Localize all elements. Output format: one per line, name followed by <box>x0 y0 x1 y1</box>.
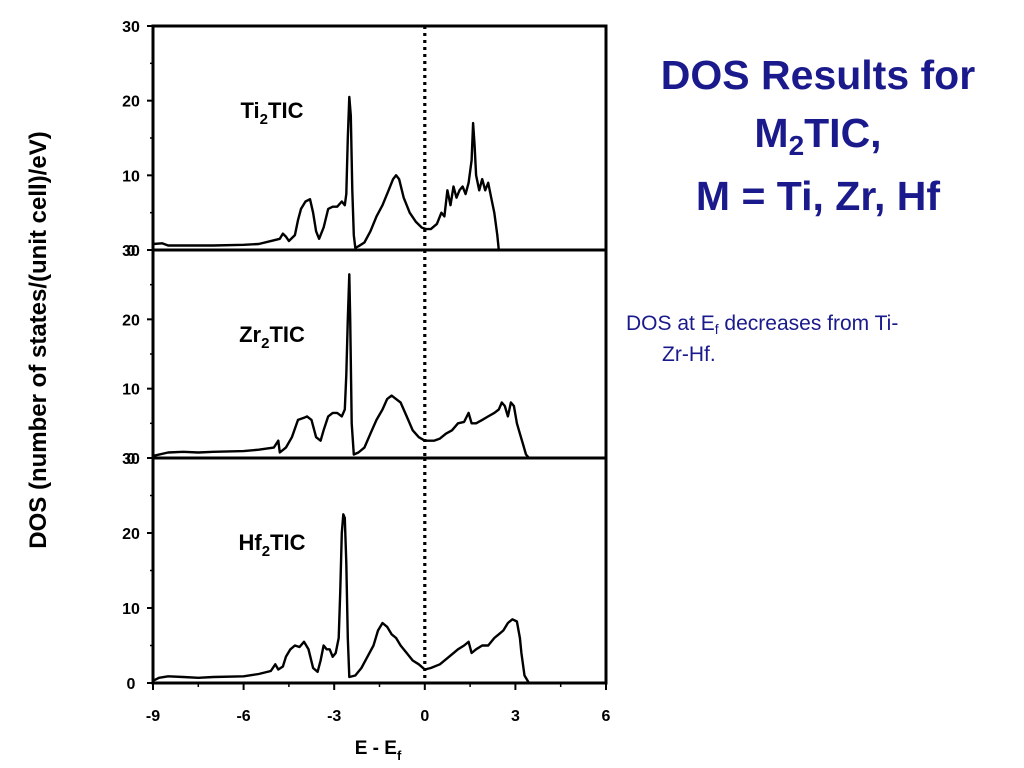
dos-curve-Ti2TIC <box>152 95 500 251</box>
y-tick-label: 20 <box>122 526 140 543</box>
bullet-continuation: Zr-Hf. <box>662 343 716 366</box>
x-tick-label: -9 <box>146 708 160 725</box>
y-tick-label: 10 <box>122 168 140 185</box>
y-tick-label: 30 <box>122 451 140 468</box>
y-tick-label: 10 <box>122 382 140 399</box>
x-axis: -9 -6 -3 0 3 6 <box>146 683 611 725</box>
panel-frame <box>151 24 608 252</box>
bullet-sub: f <box>714 321 719 337</box>
panel-Ti2TIC: 0 10 20 30 Ti2TIC <box>122 19 608 260</box>
y-tick-label: 0 <box>127 451 136 468</box>
series-label-main: Hf <box>238 530 262 555</box>
panel-frame <box>151 456 608 685</box>
x-tick-label: -6 <box>236 708 250 725</box>
y-tick-label: 20 <box>122 94 140 111</box>
series-label-main: Ti <box>241 98 260 123</box>
x-tick-label: -3 <box>327 708 341 725</box>
x-axis-label: E - Ef <box>355 738 402 763</box>
bullet-rest: decreases from Ti- <box>718 312 899 335</box>
series-label-Zr2TIC: Zr2TIC <box>239 322 305 352</box>
series-label-sub: 2 <box>261 335 269 352</box>
y-tick-label: 30 <box>122 243 140 260</box>
series-label-sub: 2 <box>262 543 270 560</box>
dos-curve-Zr2TIC <box>152 273 530 459</box>
slide-title: DOS Results for M2TIC, M = Ti, Zr, Hf <box>612 46 1024 225</box>
x-tick-label: 0 <box>420 708 429 725</box>
title-line-2-main: M <box>754 110 789 156</box>
x-tick-label: 6 <box>602 708 611 725</box>
dos-figure: 0102030Ti2TIC0102030Zr2TIC0102030Hf2TIC … <box>25 19 611 763</box>
title-line-3: M = Ti, Zr, Hf <box>695 173 941 219</box>
y-axis-label: DOS (number of states/(unit cell)/eV) <box>25 131 52 548</box>
bullet-text: DOS at Ef decreases from Ti- Zr-Hf. <box>626 309 1006 370</box>
series-label-rest: TIC <box>269 322 305 347</box>
y-tick-label: 0 <box>127 676 136 693</box>
dos-curve-Hf2TIC <box>152 513 531 684</box>
y-tick-label: 20 <box>122 312 140 329</box>
series-label-Hf2TIC: Hf2TIC <box>238 530 305 560</box>
y-tick-label: 10 <box>122 601 140 618</box>
title-line-2: M2TIC, <box>612 104 1024 167</box>
series-label-main: Zr <box>239 322 261 347</box>
panel-frame <box>151 248 608 460</box>
x-axis-label-sub: f <box>397 748 402 763</box>
bullet-prefix: DOS at E <box>626 312 715 335</box>
series-label-rest: TIC <box>270 530 306 555</box>
title-line-1: DOS Results for <box>660 52 976 98</box>
series-label-sub: 2 <box>260 111 268 128</box>
series-label-rest: TIC <box>268 98 304 123</box>
x-axis-label-main: E - E <box>355 738 397 759</box>
x-tick-label: 3 <box>511 708 520 725</box>
y-tick-label: 0 <box>127 243 136 260</box>
title-line-2-rest: TIC, <box>804 110 882 156</box>
series-label-Ti2TIC: Ti2TIC <box>241 98 304 128</box>
title-line-2-sub: 2 <box>788 130 805 161</box>
y-tick-label: 30 <box>122 19 140 36</box>
